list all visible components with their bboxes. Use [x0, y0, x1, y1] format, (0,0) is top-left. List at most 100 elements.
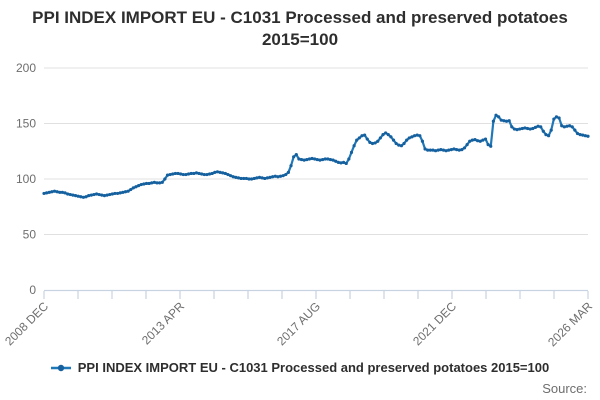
series-point: [352, 144, 356, 148]
series-point: [328, 157, 333, 162]
series-point: [60, 190, 64, 194]
x-axis-tick-label: 2013 APR: [139, 299, 187, 347]
series-point: [186, 172, 191, 176]
series-point: [66, 192, 70, 196]
series-point: [568, 124, 572, 128]
series-point: [565, 124, 569, 128]
series-point: [252, 176, 256, 181]
series-point: [137, 184, 141, 188]
series-point: [583, 134, 587, 138]
series-point: [562, 125, 566, 129]
series-point: [455, 147, 459, 152]
series-point: [552, 117, 556, 121]
series-point: [205, 172, 209, 177]
series-point: [397, 143, 401, 147]
series-point: [271, 175, 275, 179]
series-point: [47, 190, 51, 194]
series-point: [447, 148, 451, 152]
series-point: [407, 136, 411, 140]
series-point: [420, 139, 425, 143]
series-point: [531, 126, 535, 131]
series-point: [518, 127, 522, 131]
series-point: [318, 158, 322, 162]
series-point: [173, 171, 177, 176]
series-point: [528, 127, 532, 131]
series-point: [131, 186, 135, 190]
series-point: [305, 157, 309, 162]
series-point: [520, 126, 524, 131]
y-axis-tick-label: 200: [16, 61, 36, 75]
y-axis-tick-label: 0: [29, 283, 36, 297]
series-point: [431, 148, 435, 152]
series-point: [134, 185, 138, 189]
series-point: [313, 157, 317, 161]
series-point: [525, 126, 530, 131]
series-point: [357, 136, 361, 140]
series-point: [228, 174, 233, 178]
y-axis-tick-label: 50: [23, 228, 37, 242]
series-point: [197, 171, 201, 176]
series-point: [334, 159, 338, 163]
series-point: [452, 147, 456, 151]
series-point: [504, 119, 509, 123]
series-point: [236, 176, 241, 180]
series-point: [189, 171, 193, 176]
series-point: [68, 192, 72, 197]
series-point: [581, 133, 585, 137]
series-point: [410, 135, 414, 139]
series-point: [215, 170, 220, 174]
series-point: [433, 149, 438, 153]
series-point: [45, 191, 49, 195]
series-point: [510, 125, 514, 129]
legend[interactable]: PPI INDEX IMPORT EU - C1031 Processed an…: [0, 360, 600, 375]
series-point: [436, 148, 440, 152]
series-point: [399, 144, 404, 148]
series-point: [512, 127, 517, 131]
series-point: [402, 141, 406, 146]
series-point: [257, 175, 262, 179]
series-point: [554, 115, 559, 119]
series-point: [55, 190, 59, 194]
x-axis-tick-label: 2026 MAR: [545, 299, 595, 349]
series-point: [94, 192, 99, 196]
series-point: [460, 147, 464, 152]
series-point: [63, 191, 67, 195]
series-point: [284, 172, 288, 177]
series-point: [268, 175, 272, 179]
series-point: [426, 148, 430, 152]
series-point: [476, 139, 480, 143]
series-point: [92, 192, 96, 197]
series-point: [294, 152, 298, 157]
series-point: [247, 177, 251, 181]
series-point: [202, 172, 206, 177]
series-point: [87, 194, 91, 198]
series-point: [292, 155, 296, 159]
x-axis-tick-label: 2017 AUG: [274, 299, 323, 348]
legend-label: PPI INDEX IMPORT EU - C1031 Processed an…: [77, 360, 550, 375]
series-point: [468, 139, 472, 143]
series-point: [405, 138, 409, 142]
series-point: [557, 116, 561, 120]
series-point: [539, 125, 543, 129]
series-point: [412, 134, 417, 138]
series-point: [58, 190, 62, 194]
series-point: [560, 124, 564, 128]
series-point: [108, 192, 112, 197]
series-point: [200, 172, 204, 176]
series-point: [76, 194, 80, 198]
series-point: [126, 189, 130, 193]
series-point: [370, 141, 375, 146]
series-point: [360, 134, 364, 138]
series-point: [444, 149, 448, 153]
series-point: [84, 195, 88, 199]
series-point: [344, 161, 348, 166]
series-point: [81, 195, 86, 199]
series-point: [273, 174, 277, 178]
series-point: [299, 157, 304, 162]
series-point: [192, 171, 196, 176]
series-point: [368, 140, 372, 144]
series-point: [71, 193, 75, 197]
series-point: [573, 128, 577, 132]
series-point: [110, 192, 114, 196]
series-point: [441, 148, 446, 152]
